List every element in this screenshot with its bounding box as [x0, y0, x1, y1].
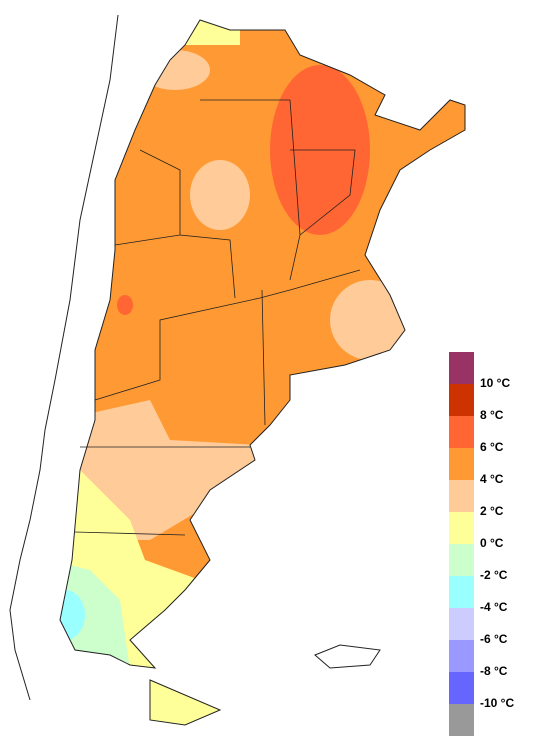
- legend-label: 2 °C: [480, 504, 504, 518]
- legend-swatch: [449, 640, 474, 672]
- tierra-del-fuego: [149, 679, 222, 726]
- malvinas: [314, 644, 381, 669]
- legend-swatch: [449, 448, 474, 480]
- legend-label: 0 °C: [480, 536, 504, 550]
- legend-swatch: [449, 544, 474, 576]
- legend-swatch: [449, 384, 474, 416]
- chile-coast: [9, 14, 119, 701]
- legend-swatch: [449, 512, 474, 544]
- legend-label: 8 °C: [480, 408, 504, 422]
- legend-swatch: [449, 704, 474, 736]
- legend-label: -2 °C: [480, 568, 508, 582]
- legend-swatch: [449, 480, 474, 512]
- legend-label: -6 °C: [480, 632, 508, 646]
- legend-swatch: [449, 416, 474, 448]
- legend: 10 °C 8 °C 6 °C 4 °C 2 °C 0 °C -2 °C -4 °C -6 °C…: [449, 352, 514, 736]
- legend-label: -8 °C: [480, 664, 508, 678]
- country-outline: [59, 19, 466, 669]
- legend-label: -4 °C: [480, 600, 508, 614]
- legend-label: -10 °C: [480, 696, 514, 710]
- legend-label: 6 °C: [480, 440, 504, 454]
- legend-swatch: [449, 672, 474, 704]
- legend-swatch: [449, 608, 474, 640]
- legend-label: 10 °C: [480, 376, 510, 390]
- province-borders: [74, 99, 361, 536]
- legend-swatch: [449, 352, 474, 384]
- legend-label: 4 °C: [480, 472, 504, 486]
- legend-swatch: [449, 576, 474, 608]
